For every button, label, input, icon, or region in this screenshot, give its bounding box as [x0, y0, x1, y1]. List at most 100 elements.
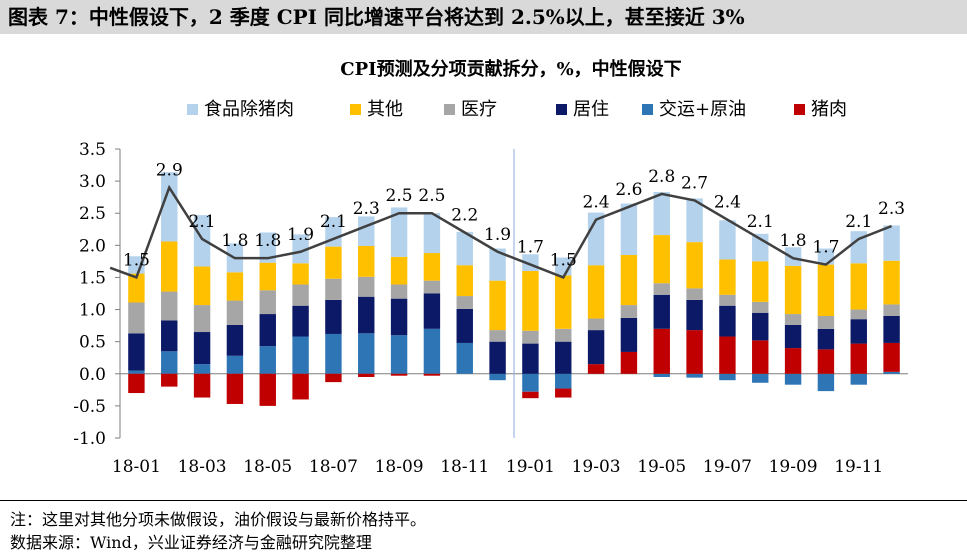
legend-swatch [642, 104, 653, 115]
bar-segment [259, 373, 276, 406]
data-label: 1.8 [254, 231, 281, 251]
bar-segment [128, 370, 145, 374]
legend-swatch [556, 104, 567, 115]
bar-segment [883, 315, 900, 343]
bar-segment [784, 324, 802, 349]
x-tick-label: 19-11 [834, 457, 883, 477]
bar-segment [620, 317, 638, 352]
bar-segment [850, 263, 867, 310]
y-tick-label: 0.5 [79, 333, 106, 353]
bar-segment [292, 336, 309, 374]
bar-segment [719, 305, 736, 337]
bar-segment [784, 373, 802, 385]
data-label: 1.9 [287, 225, 314, 245]
bar-segment [817, 373, 835, 392]
bar-segment [226, 355, 244, 374]
bar-segment [587, 330, 605, 365]
data-label: 2.9 [156, 161, 183, 181]
bar-segment [390, 207, 408, 257]
data-label: 1.9 [484, 225, 511, 245]
bar-segment [653, 294, 670, 329]
bar-segment [784, 265, 802, 315]
bar-segment [489, 280, 506, 331]
bar-segment [358, 276, 375, 297]
bar-segment [719, 259, 736, 295]
y-tick-label: 3.5 [79, 140, 106, 160]
bar-segment [423, 373, 441, 376]
data-label: 2.2 [451, 205, 478, 225]
data-label: 2.4 [714, 193, 741, 213]
bar-segment [489, 373, 506, 381]
bar-segment [292, 373, 309, 400]
bar-segment [325, 278, 342, 300]
bar-segment [784, 247, 802, 266]
bar-segment [522, 271, 539, 331]
chart-title: CPI预测及分项贡献拆分，%，中性假设下 [340, 58, 681, 80]
bar-segment [423, 213, 441, 254]
bar-segment [817, 349, 835, 374]
bar-segment [193, 305, 211, 333]
bar-segment [555, 373, 572, 389]
bar-segment [390, 256, 408, 285]
bar-segment [456, 265, 473, 297]
bar-segment [226, 272, 244, 301]
y-tick-label: 1.0 [79, 301, 106, 321]
y-tick-label: -1.0 [73, 429, 106, 449]
bar-segment [259, 346, 276, 374]
data-label: 2.1 [747, 212, 774, 232]
bar-segment [456, 231, 473, 266]
x-tick-label: 19-03 [572, 457, 621, 477]
bar-segment [555, 388, 572, 398]
bar-segment [522, 330, 539, 344]
bar-segment [193, 364, 211, 374]
data-label: 1.7 [517, 238, 544, 258]
bar-segment [850, 231, 867, 264]
bar-segment [784, 314, 802, 325]
chart-note: 注：这里对其他分项未做假设，油价假设与最新价格持平。 [10, 510, 427, 529]
legend-label: 猪肉 [811, 99, 847, 120]
bar-segment [850, 343, 867, 374]
bar-segment [489, 248, 506, 281]
bar-segment [784, 348, 802, 374]
bar-segment [522, 373, 539, 392]
bar-segment [686, 299, 703, 331]
x-tick-label: 18-11 [440, 457, 489, 477]
legend-label: 其他 [367, 99, 403, 120]
bar-segment [226, 324, 244, 356]
legend-label: 交运+原油 [659, 99, 746, 120]
bar-segment [292, 284, 309, 306]
bar-segment [325, 333, 342, 374]
legend-label: 居住 [573, 99, 609, 120]
bar-segment [653, 192, 670, 236]
bar-segment [653, 235, 670, 284]
chart-container: CPI预测及分项贡献拆分，%，中性假设下 食品除猪肉 其他 医疗 居住 交运+原油 猪肉 -1… [0, 38, 967, 496]
data-label: 2.1 [320, 212, 347, 232]
data-label: 2.6 [615, 180, 642, 200]
bar-segment [620, 351, 638, 374]
bar-segment [390, 373, 408, 376]
legend-label: 食品除猪肉 [204, 99, 294, 120]
bar-segment [325, 246, 342, 279]
data-label: 2.5 [418, 186, 445, 206]
data-label: 2.3 [353, 199, 380, 219]
bar-segment [817, 328, 835, 350]
data-label: 2.8 [648, 167, 675, 187]
data-label: 1.7 [812, 238, 839, 258]
bar-segment [161, 373, 178, 387]
bar-segment [817, 264, 835, 316]
footer-divider [0, 500, 967, 501]
bar-segment [719, 373, 736, 381]
bar-segment [620, 305, 638, 318]
bar-segment [850, 309, 867, 320]
bar-segment [193, 266, 211, 306]
bar-segment [193, 215, 211, 267]
bar-segment [686, 330, 703, 374]
bar-segment [555, 328, 572, 342]
bar-segment [456, 296, 473, 309]
legend-swatch [350, 104, 361, 115]
bar-segment [128, 333, 145, 371]
bar-segment [390, 335, 408, 374]
bar-segment [390, 298, 408, 336]
bar-segment [423, 328, 441, 374]
